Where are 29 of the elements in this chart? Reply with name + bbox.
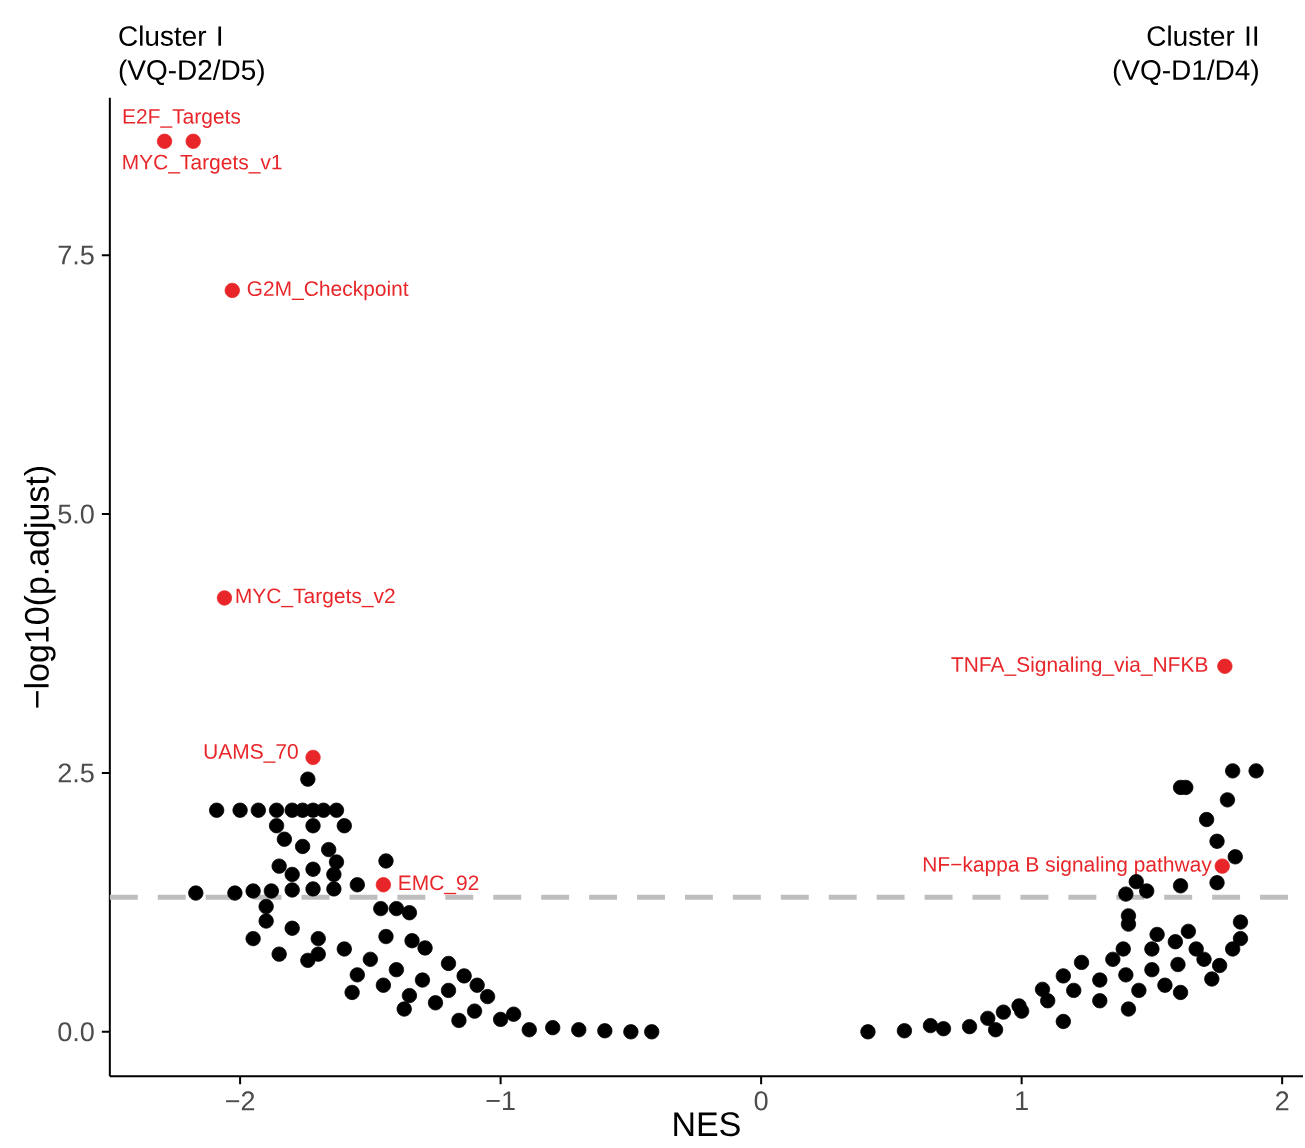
point (1214, 858, 1230, 874)
point (156, 133, 173, 149)
annotation: NF−kappa B signaling pathway (923, 856, 1212, 876)
point (375, 877, 391, 893)
text: Cluster II (VQ-D1/D4) (1113, 25, 1258, 86)
x-tick-label: 2 (1276, 1091, 1289, 1111)
y-axis-title: −log10(p.adjust) (23, 466, 56, 708)
point (1217, 658, 1233, 674)
annotation: MYC_Targets_v2 (236, 588, 395, 608)
y-tick-label: 5.0 (58, 504, 94, 524)
text: Cluster I (VQ-D2/D5) (119, 25, 264, 86)
point (216, 590, 233, 606)
annotation: MYC_Targets_v1 (123, 154, 282, 174)
x-tick-label: −2 (226, 1091, 255, 1111)
x-tick-label: 1 (1016, 1091, 1028, 1110)
annotation: UAMS_70 (204, 743, 298, 763)
y-tick-label: 0.0 (58, 1022, 94, 1042)
point (185, 133, 201, 149)
point (305, 749, 321, 765)
annotation: E2F_Targets (123, 108, 241, 128)
x-tick-label: −1 (486, 1091, 515, 1110)
annotation: TNFA_Signaling_via_NFKB (951, 656, 1208, 676)
annotation: G2M_Checkpoint (247, 280, 409, 301)
y-tick-label: 2.5 (58, 763, 94, 783)
point (224, 282, 240, 298)
y-tick-label: 7.5 (58, 245, 94, 265)
annotation: EMC_92 (399, 875, 479, 895)
x-axis-title: NES (674, 1112, 740, 1137)
x-tick-label: 0 (754, 1091, 768, 1111)
